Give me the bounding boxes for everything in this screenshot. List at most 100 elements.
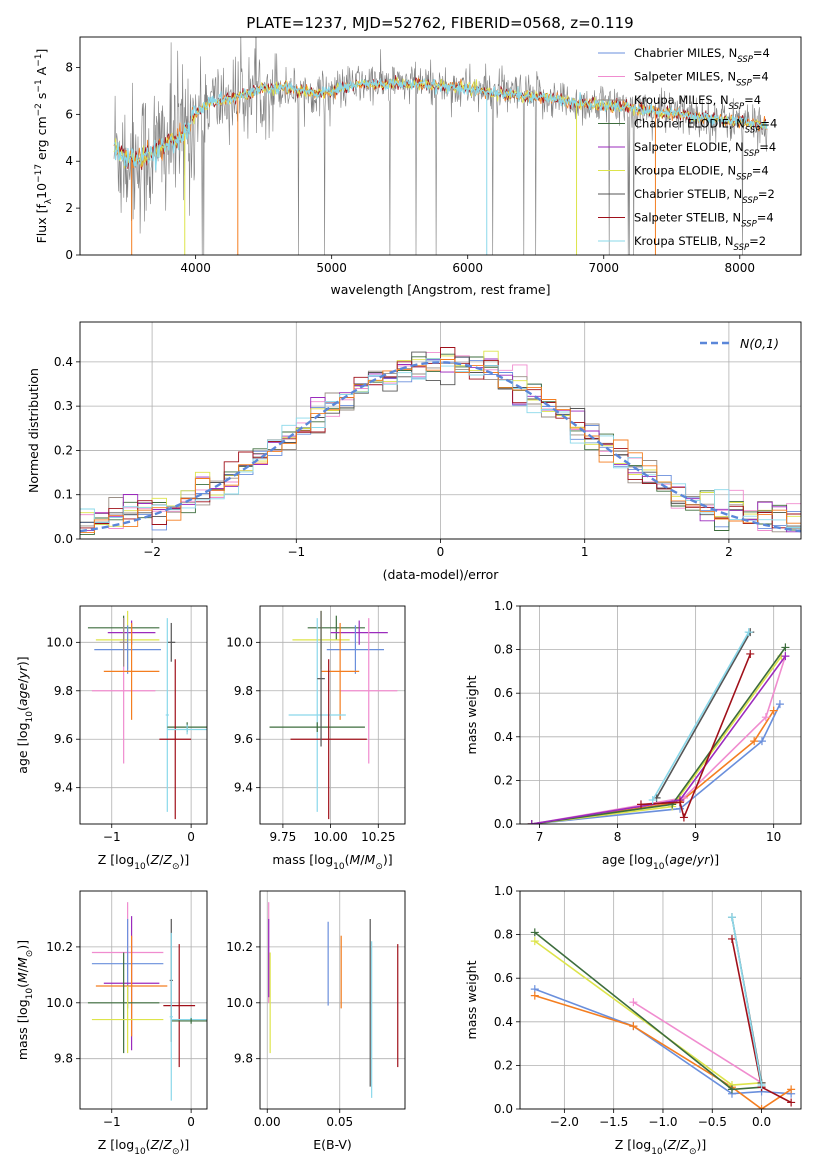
x-tick-label: 8 (614, 830, 622, 844)
histogram-plot (80, 347, 801, 535)
y-tick-label: 0.4 (54, 355, 73, 369)
series-line (531, 655, 787, 824)
series-marker (679, 813, 688, 822)
axes-massweight-vs-Z: −2.0 −1.5 −1.0 −0.5 0.0 0.0 0.2 0.4 0.6 0.8 1.0 (494, 884, 801, 1129)
series-line (534, 940, 762, 1086)
legend-label-sub: SSP (737, 55, 753, 65)
y-tick-label: 9.4 (234, 781, 253, 795)
legend-label-sub: SSP (729, 102, 745, 112)
label-part: )] (15, 940, 30, 950)
label-part: ⊙ (172, 1147, 180, 1157)
legend-label-text: Kroupa ELODIE, N (634, 164, 736, 178)
label-part: age [log (15, 722, 30, 773)
series-marker (648, 796, 657, 805)
age-vs-mass-xlabel: mass [log10(M/M⊙)] (272, 852, 392, 872)
legend-label-text: Salpeter STELIB, N (634, 211, 741, 225)
label-part: )] (15, 656, 30, 666)
label-part: Z (162, 852, 172, 867)
x-tick-label: −1.5 (599, 1115, 628, 1129)
series-marker (757, 1081, 766, 1090)
y-tick-label: 10.0 (46, 635, 73, 649)
frame-age-vs-mass (259, 605, 406, 825)
y-tick-label: 1.0 (494, 599, 513, 613)
label-part: yr (696, 852, 710, 867)
label-part: ( (663, 1137, 668, 1152)
legend-label-sub: SSP (736, 79, 752, 89)
label-part: )] (696, 1137, 706, 1152)
legend-label: Salpeter STELIB, NSSP=4 (634, 211, 774, 230)
series-line (652, 631, 750, 801)
label-part: ( (345, 852, 350, 867)
legend-label-sub: SSP (741, 220, 757, 230)
legend-label: Chabrier STELIB, NSSP=2 (634, 187, 775, 206)
label-part: Z (679, 1137, 689, 1152)
age-vs-Z-ylabel: age [log10(age/yr)] (15, 656, 35, 773)
series-marker (787, 1085, 796, 1094)
y-tick-label: 9.6 (54, 732, 73, 746)
series-marker (530, 991, 539, 1000)
x-tick-label: 9 (692, 830, 700, 844)
series-marker (629, 1022, 638, 1031)
series-marker (727, 913, 736, 922)
x-tick-label: −1 (103, 830, 121, 844)
legend-label-text: Kroupa MILES, N (634, 93, 729, 107)
y-tick-label: 0.6 (494, 971, 513, 985)
label-part: Flux [f (34, 204, 49, 244)
series-marker (787, 1098, 796, 1107)
series-marker (727, 1085, 736, 1094)
spectrum-legend: Chabrier MILES, NSSP=4 Salpeter MILES, NS… (598, 46, 777, 253)
y-tick-label: 10.0 (226, 996, 253, 1010)
label-part: / (159, 1137, 164, 1152)
series-marker (781, 652, 790, 661)
x-tick-label: −1 (287, 545, 305, 559)
legend-label-sub: SSP (742, 196, 758, 206)
label-part: −1 (34, 79, 44, 92)
x-tick-label: −1 (103, 1115, 121, 1129)
y-tick-label: 10.2 (226, 940, 253, 954)
legend-label-tail: =4 (752, 70, 769, 84)
mass-vs-Z-xlabel: Z [log10(Z/Z⊙)] (98, 1137, 190, 1157)
y-tick-label: 9.4 (54, 781, 73, 795)
frame-mass-vs-Z (79, 890, 208, 1110)
label-part: M (350, 852, 361, 867)
frame-residuals (79, 321, 802, 540)
legend-label: Kroupa MILES, NSSP=4 (634, 93, 761, 112)
y-tick-label: 1.0 (494, 884, 513, 898)
series-marker (750, 737, 759, 746)
series-marker (727, 934, 736, 943)
legend-label-tail: =4 (744, 93, 761, 107)
legend-label-text: Kroupa STELIB, N (634, 234, 734, 248)
series-marker (530, 928, 539, 937)
label-part: 10 (333, 862, 345, 872)
legend-label: Salpeter MILES, NSSP=4 (634, 70, 769, 89)
series-marker (636, 800, 645, 809)
series-marker (744, 628, 753, 637)
legend-label-text: Chabrier ELODIE, N (634, 117, 745, 131)
x-tick-label: −2.0 (550, 1115, 579, 1129)
label-part: 10 (34, 183, 49, 199)
x-tick-label: 6000 (452, 261, 483, 275)
y-tick-label: 0.4 (494, 1015, 513, 1029)
series-line (655, 631, 751, 799)
label-part: )] (179, 1137, 189, 1152)
legend-label: Chabrier ELODIE, NSSP=4 (634, 117, 777, 136)
x-tick-label: 10 (766, 830, 781, 844)
x-tick-label: 1 (581, 545, 589, 559)
label-part: ( (15, 706, 30, 711)
legend-label: Kroupa STELIB, NSSP=2 (634, 234, 766, 253)
label-part: M (365, 852, 376, 867)
spectrum-ylabel: Flux [fλ10−17 erg cm−2 s−1 A−1] (34, 49, 54, 244)
legend-label: Chabrier MILES, NSSP=4 (634, 46, 770, 65)
y-tick-label: 0.1 (54, 488, 73, 502)
y-tick-label: 0.4 (494, 730, 513, 744)
legend-label-tail: =4 (753, 46, 770, 60)
series-marker (527, 820, 536, 824)
y-tick-label: 10.2 (46, 940, 73, 954)
age-vs-Z-points (87, 610, 207, 820)
series-marker (769, 706, 778, 715)
mass-vs-EBV-points (268, 902, 399, 1098)
label-part: / (693, 852, 698, 867)
y-tick-label: 0 (65, 248, 73, 262)
label-part: / (360, 852, 365, 867)
series-line (632, 1001, 763, 1084)
